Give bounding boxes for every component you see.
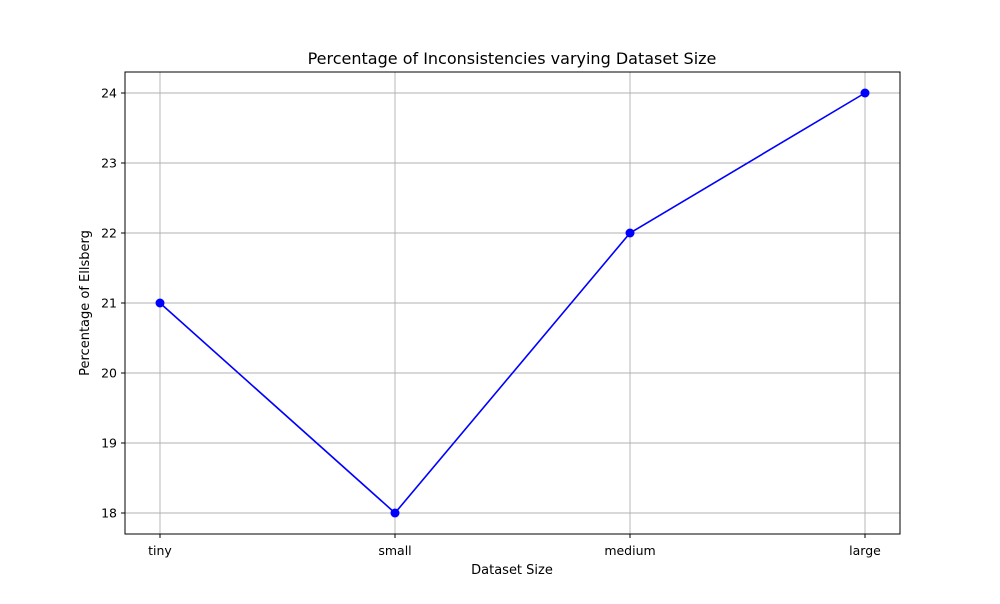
chart-title: Percentage of Inconsistencies varying Da… — [308, 49, 717, 68]
series-line — [159, 92, 866, 515]
x-axis-label: Dataset Size — [471, 563, 553, 578]
y-tick-label: 20 — [101, 366, 117, 381]
grid-lines — [125, 72, 900, 534]
y-tick-label: 21 — [101, 296, 117, 311]
x-tick-label: tiny — [148, 543, 172, 558]
y-tick-label: 18 — [101, 506, 117, 521]
x-tick-label: small — [378, 543, 411, 558]
y-tick-label: 23 — [101, 156, 117, 171]
x-axis-ticks: tiny small medium large — [148, 534, 881, 558]
data-point-large — [860, 88, 870, 98]
data-point-tiny — [155, 298, 165, 308]
x-tick-label: medium — [604, 543, 655, 558]
y-tick-label: 22 — [101, 226, 117, 241]
y-tick-label: 24 — [101, 86, 117, 101]
y-tick-label: 19 — [101, 436, 117, 451]
data-point-small — [390, 508, 400, 518]
y-axis-ticks: 18 19 20 21 22 23 24 — [101, 86, 125, 521]
x-tick-label: large — [849, 543, 881, 558]
data-point-medium — [625, 228, 635, 238]
series-layer — [155, 88, 870, 518]
y-axis-label: Percentage of Ellsberg — [78, 230, 93, 376]
